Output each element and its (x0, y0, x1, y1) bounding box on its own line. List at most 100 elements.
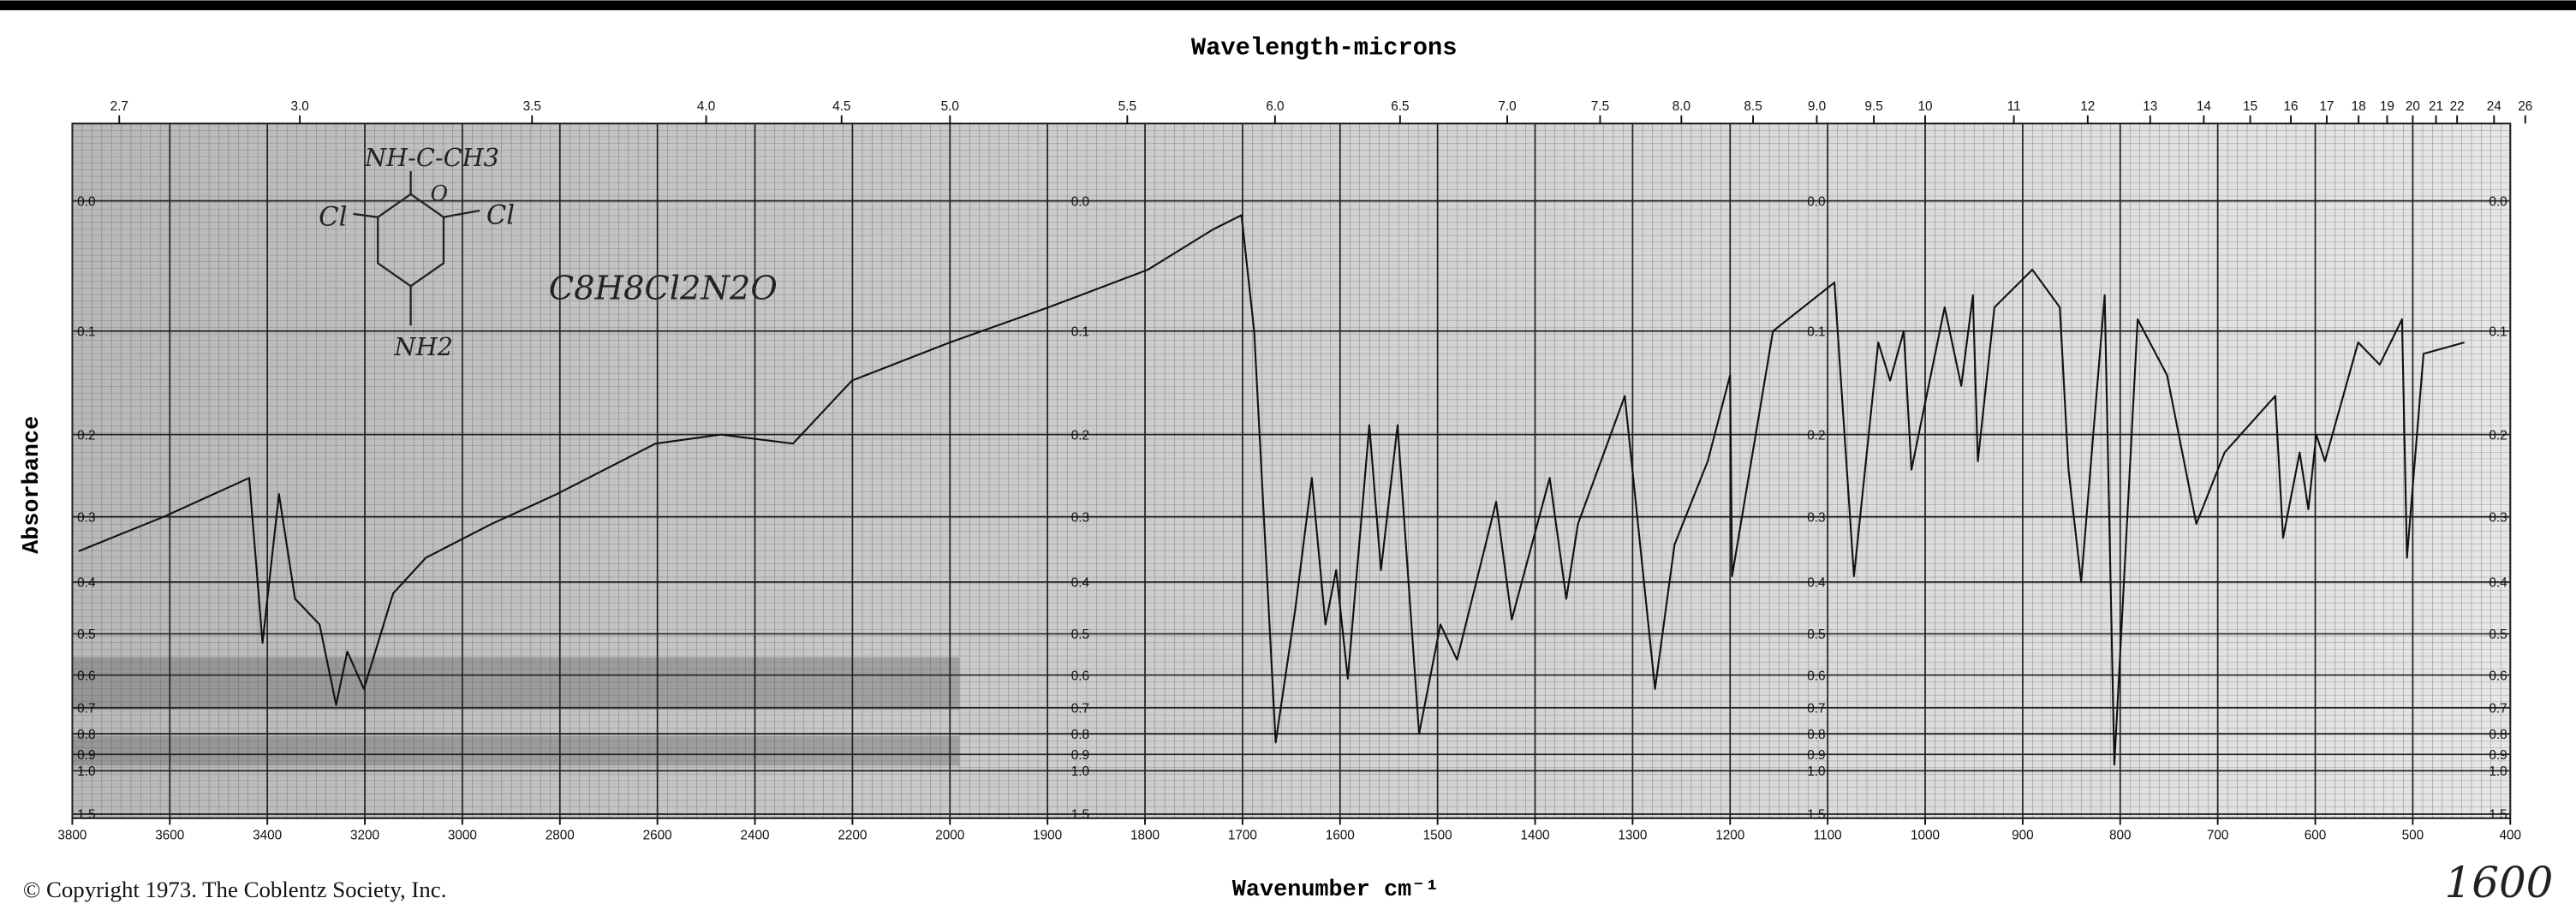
y-tick-label: 0.5 (1071, 627, 1089, 642)
y-tick-label: 0.1 (1807, 325, 1825, 340)
x2-tick-label: 9.5 (1864, 99, 1882, 114)
x-axis-label: Wavenumber cm⁻¹ (1232, 877, 1440, 903)
x2-tick-label: 24 (2487, 99, 2502, 114)
y-tick-label: 0.4 (2489, 576, 2507, 591)
y-tick-label: 0.8 (2489, 728, 2507, 742)
y-tick-label: 0.6 (77, 669, 95, 683)
y-tick-label: 0.1 (77, 325, 95, 340)
y-tick-label: 1.0 (2489, 764, 2507, 779)
x2-tick-label: 18 (2352, 99, 2366, 114)
x-tick-label: 500 (2402, 829, 2424, 843)
x2-tick-label: 13 (2143, 99, 2157, 114)
y-tick-label: 0.9 (2489, 748, 2507, 763)
x2-tick-label: 15 (2243, 99, 2257, 114)
y-tick-label: 0.5 (77, 627, 95, 642)
annotation: Cl (486, 200, 515, 230)
y-tick-label: 0.5 (1807, 627, 1825, 642)
x-tick-label: 1000 (1911, 829, 1940, 843)
y-tick-label: 0.2 (1071, 428, 1089, 443)
y-tick-label: 0.7 (77, 702, 95, 717)
y-tick-label: 0.2 (2489, 428, 2507, 443)
annotation: NH-C-CH3 (364, 143, 499, 172)
x-tick-label: 2000 (935, 829, 964, 843)
x2-tick-label: 21 (2429, 99, 2443, 114)
top-border (0, 0, 2576, 10)
x-tick-label: 3800 (57, 829, 86, 843)
spectrum-line (78, 214, 2466, 766)
x-tick-label: 2800 (546, 829, 575, 843)
y-tick-label: 0.9 (77, 748, 95, 763)
x-tick-label: 3600 (155, 829, 184, 843)
x2-tick-label: 26 (2518, 99, 2532, 114)
y-tick-label: 0.3 (1071, 510, 1089, 525)
x-tick-label: 600 (2305, 829, 2327, 843)
y-tick-label: 0.3 (1807, 510, 1825, 525)
y-tick-label: 0.7 (2489, 702, 2507, 717)
y-tick-label: 0.0 (77, 194, 95, 209)
x2-tick-label: 20 (2406, 99, 2420, 114)
x2-tick-label: 4.0 (697, 99, 715, 114)
fine-grid-horizontal (72, 123, 2511, 818)
y-tick-label: 0.9 (1071, 748, 1089, 763)
x2-tick-label: 8.5 (1744, 99, 1762, 114)
y-tick-label: 0.4 (1807, 576, 1826, 591)
x2-tick-label: 3.0 (290, 99, 308, 114)
x2-tick-label: 19 (2380, 99, 2394, 114)
chart-title: Wavelength-microns (1191, 34, 1458, 62)
x-tick-label: 2600 (643, 829, 672, 843)
x2-tick-label: 22 (2450, 99, 2465, 114)
x-tick-label: 1100 (1814, 829, 1842, 843)
y-tick-label: 1.5 (2489, 808, 2507, 823)
y-tick-label: 0.9 (1807, 748, 1825, 763)
x2-tick-label: 9.0 (1808, 99, 1826, 114)
y-tick-label: 1.5 (77, 808, 95, 823)
y-tick-label: 0.2 (1807, 428, 1825, 443)
y-tick-label: 1.0 (1071, 764, 1089, 779)
formula-annotation: C8H8Cl2N2O (549, 270, 778, 308)
y-tick-label: 0.4 (1071, 576, 1090, 591)
structure-sketch (353, 170, 480, 326)
x-tick-label: 2400 (740, 829, 769, 843)
y-tick-label: 0.8 (1807, 728, 1825, 742)
annotation: O (431, 181, 448, 205)
scan-shade (72, 735, 960, 766)
x-tick-label: 3000 (448, 829, 477, 843)
y-tick-label: 0.1 (1071, 325, 1089, 340)
y-tick-label: 0.0 (1807, 194, 1825, 209)
x-tick-label: 700 (2207, 829, 2229, 843)
x2-tick-label: 4.5 (832, 99, 850, 114)
y-tick-label: 0.5 (2489, 627, 2507, 642)
annotation: Cl (319, 202, 347, 232)
y-tick-label: 0.3 (77, 510, 95, 525)
copyright: © Copyright 1973. The Coblentz Society, … (23, 877, 447, 902)
y-tick-label: 0.4 (77, 576, 96, 591)
x-tick-label: 900 (2012, 829, 2034, 843)
x2-tick-label: 11 (2007, 99, 2021, 114)
x-tick-label: 400 (2499, 829, 2521, 843)
x-tick-label: 1600 (1326, 829, 1355, 843)
x2-tick-label: 7.0 (1498, 99, 1516, 114)
y-tick-label: 1.0 (1807, 764, 1825, 779)
y-tick-label: 0.3 (2489, 510, 2507, 525)
y-axis-label: Absorbance (20, 416, 45, 554)
y-tick-label: 1.5 (1071, 808, 1089, 823)
x2-tick-label: 5.0 (941, 99, 959, 114)
y-tick-label: 0.6 (1071, 669, 1089, 683)
y-tick-label: 0.7 (1071, 702, 1089, 717)
x-tick-label: 1400 (1520, 829, 1549, 843)
x-tick-label: 2200 (838, 829, 867, 843)
x2-tick-label: 6.0 (1266, 99, 1284, 114)
y-tick-label: 0.7 (1807, 702, 1825, 717)
x-tick-label: 1900 (1033, 829, 1062, 843)
y-tick-label: 0.6 (1807, 669, 1825, 683)
annotation: NH2 (393, 332, 453, 361)
y-tick-label: 0.2 (77, 428, 95, 443)
y-tick-label: 0.0 (1071, 194, 1089, 209)
x2-tick-label: 2.7 (110, 99, 128, 114)
x2-tick-label: 12 (2080, 99, 2095, 114)
y-tick-label: 0.8 (1071, 728, 1089, 742)
x-tick-label: 3200 (350, 829, 379, 843)
x2-tick-label: 3.5 (523, 99, 541, 114)
